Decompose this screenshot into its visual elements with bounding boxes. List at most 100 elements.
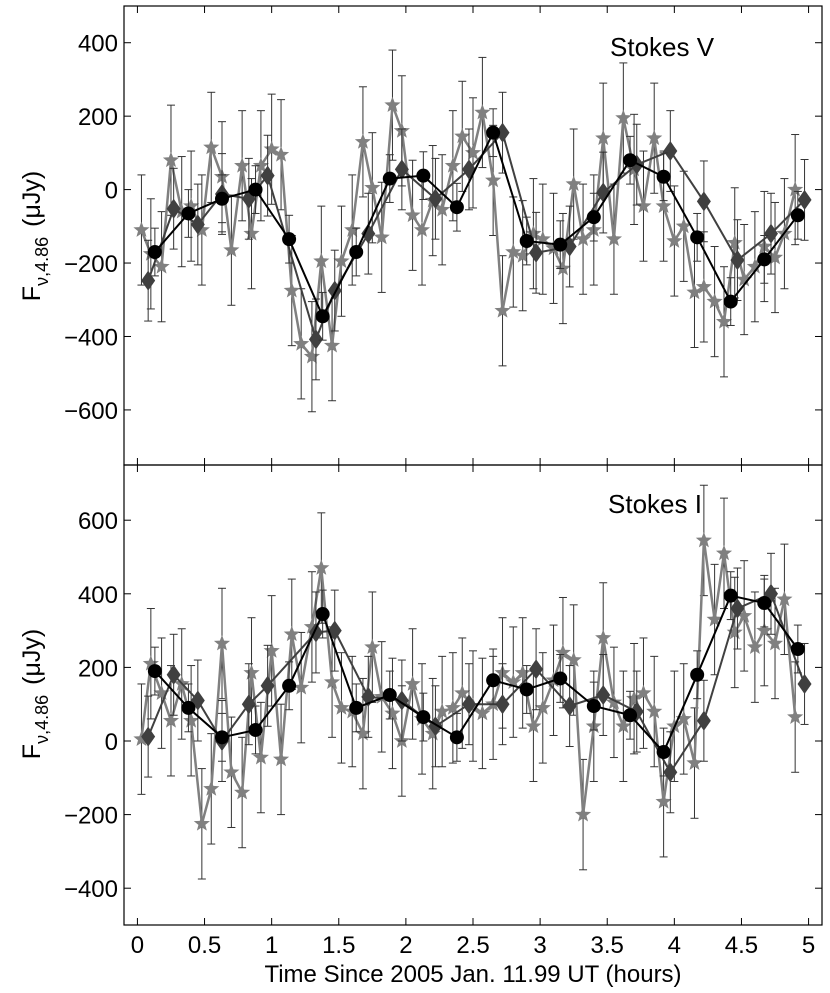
data-point-star: [234, 157, 251, 173]
data-point-star: [243, 664, 260, 680]
series-diamond: [141, 91, 812, 381]
data-point-star: [706, 293, 723, 309]
x-tick-label: 0.5: [188, 932, 221, 959]
data-point-star: [494, 302, 511, 318]
data-point-diamond: [529, 659, 544, 680]
data-point-star: [554, 260, 572, 276]
data-point-diamond: [260, 675, 275, 696]
data-point-star: [646, 129, 663, 146]
data-point-star: [534, 699, 551, 715]
x-tick-label: 5: [802, 932, 815, 959]
data-point-star: [203, 780, 220, 796]
data-point-star: [787, 708, 804, 724]
data-point-circle: [757, 252, 772, 267]
series-line-star: [140, 104, 797, 360]
data-point-diamond: [141, 726, 156, 747]
data-point-diamond: [562, 696, 577, 717]
data-point-diamond: [730, 250, 745, 271]
data-point-star: [655, 793, 672, 809]
data-point-star: [364, 179, 381, 195]
data-point-circle: [723, 588, 738, 603]
data-point-star: [505, 673, 522, 689]
data-point-circle: [586, 210, 601, 225]
data-point-star: [695, 531, 712, 548]
data-point-star: [203, 138, 220, 155]
data-point-diamond: [166, 664, 181, 685]
data-point-star: [444, 699, 461, 715]
ylabel-sub: ν,4.86: [32, 695, 52, 744]
panel-stokes-i-marks: [133, 484, 812, 880]
y-tick-label: 0: [105, 729, 118, 756]
y-tick-label: 600: [78, 508, 118, 535]
data-point-star: [213, 634, 231, 651]
data-point-circle: [181, 700, 196, 715]
data-point-diamond: [166, 198, 181, 219]
data-point-star: [615, 717, 632, 734]
y-tick-label: 200: [78, 655, 118, 682]
data-point-circle: [519, 682, 534, 697]
data-point-star: [354, 725, 372, 741]
data-point-diamond: [696, 191, 711, 212]
data-point-star: [162, 712, 180, 728]
data-point-circle: [690, 667, 705, 682]
ylabel-unit: (μJy): [18, 629, 46, 685]
data-point-star: [615, 109, 632, 125]
data-point-circle: [282, 232, 297, 247]
svg-text:Fν,4.86(μJy): Fν,4.86 (μJy): [18, 629, 52, 759]
data-point-star: [173, 203, 190, 219]
data-point-star: [404, 675, 421, 691]
data-point-diamond: [763, 223, 778, 244]
data-point-star: [605, 693, 623, 710]
x-tick-label: 1.5: [322, 932, 355, 959]
data-point-star: [133, 730, 150, 747]
data-point-star: [565, 651, 582, 667]
data-point-circle: [382, 688, 397, 702]
data-point-circle: [449, 200, 464, 215]
data-point-circle: [449, 730, 464, 745]
data-point-diamond: [663, 141, 678, 162]
data-point-star: [303, 348, 321, 364]
data-point-star: [384, 704, 401, 721]
data-point-star: [183, 712, 200, 728]
data-point-star: [726, 623, 743, 640]
data-point-diamond: [361, 223, 376, 244]
data-point-diamond: [495, 694, 510, 715]
data-point-star: [675, 217, 692, 234]
data-point-star: [525, 717, 542, 734]
data-point-star: [635, 684, 652, 701]
data-point-diamond: [141, 270, 156, 291]
data-point-circle: [349, 700, 364, 715]
data-point-star: [736, 271, 753, 287]
data-point-star: [635, 197, 652, 213]
x-tick-label: 3: [533, 932, 546, 959]
data-point-star: [444, 157, 461, 173]
data-point-circle: [623, 708, 638, 723]
data-point-star: [162, 151, 180, 168]
data-point-circle: [147, 664, 162, 679]
data-point-star: [364, 638, 381, 655]
data-point-star: [525, 225, 542, 241]
data-point-star: [313, 559, 330, 575]
data-point-circle: [416, 168, 431, 183]
data-point-diamond: [529, 242, 544, 263]
data-point-diamond: [308, 329, 323, 350]
panel-stokes-v: −600 −400 −200 0 200 400 Stokes V Fν,4.86 (μJy…: [18, 5, 823, 466]
data-point-star: [243, 225, 260, 241]
x-tick-label: 4: [668, 932, 681, 959]
data-point-circle: [790, 642, 805, 656]
y-tick-label: 200: [78, 104, 118, 131]
data-point-star: [595, 129, 612, 146]
data-point-star: [534, 230, 551, 247]
data-point-star: [574, 806, 592, 822]
data-point-circle: [382, 171, 397, 186]
data-point-circle: [519, 234, 534, 249]
data-point-star: [736, 607, 753, 623]
data-point-star: [283, 282, 300, 298]
data-point-star: [313, 252, 330, 269]
data-point-star: [223, 763, 240, 780]
data-point-star: [766, 249, 784, 265]
ylabel-main: F: [18, 744, 46, 759]
series-diamond: [141, 552, 812, 814]
data-point-star: [485, 171, 502, 188]
